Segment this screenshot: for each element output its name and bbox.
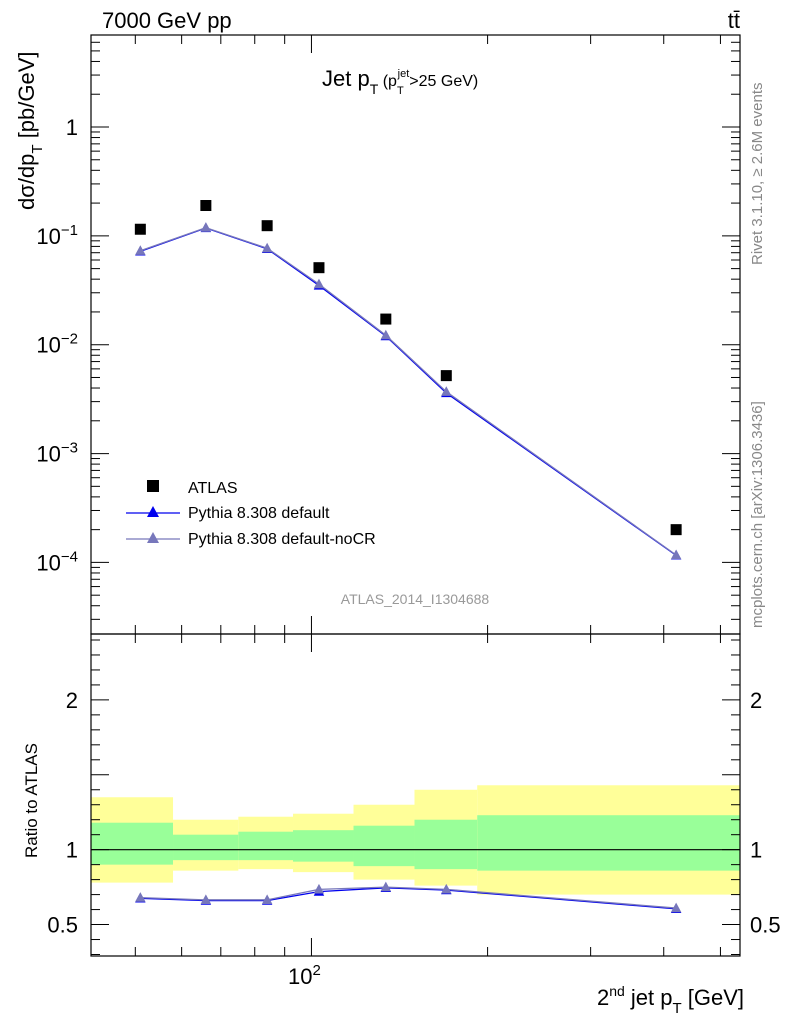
ratio-pythia-nocr-point [313, 883, 325, 894]
band-inner [414, 819, 478, 870]
ratio-pythia-nocr-point [441, 883, 452, 894]
atlas-data-point [380, 313, 392, 325]
band-inner [238, 831, 294, 861]
header-right: tt̄ [728, 8, 740, 33]
x-tick-label: 102 [288, 962, 321, 989]
band-inner [91, 822, 174, 865]
main-plot-title: Jet pT (pTjet>25 GeV) [322, 66, 478, 97]
ratio-y-tick-label-left: 1 [66, 838, 78, 863]
ratio-series [135, 881, 682, 913]
atlas-data-point [134, 223, 146, 235]
pythia-nocr-point [200, 222, 212, 232]
ratio-pythia-nocr-point [135, 892, 146, 902]
band-inner [173, 834, 239, 861]
main-y-axis-label: dσ/dpT [pb/GeV] [14, 51, 46, 210]
main-y-tick-label: 10−2 [36, 331, 78, 358]
header-left: 7000 GeV pp [102, 8, 232, 33]
legend-marker-pythia-default [147, 506, 159, 517]
legend: ATLAS Pythia 8.308 default Pythia 8.308 … [126, 480, 376, 548]
main-series [134, 200, 682, 560]
x-tick-labels: 102 [288, 962, 321, 989]
pythia-nocr-point [313, 278, 325, 289]
ratio-bands [91, 785, 740, 895]
ratio-y-tick-label-right: 0.5 [750, 913, 781, 938]
atlas-data-point [261, 220, 273, 232]
ratio-pythia-nocr-point [670, 902, 682, 913]
ratio-y-axis-label: Ratio to ATLAS [22, 743, 41, 858]
x-axis-label: 2nd jet pT [GeV] [597, 983, 744, 1017]
ratio-y-tick-label-right: 2 [750, 688, 762, 713]
band-inner [293, 830, 354, 862]
atlas-data-point [200, 200, 212, 212]
band-inner [353, 825, 415, 867]
pythia-nocr-point [670, 549, 682, 560]
mcplots-credit-note: mcplots.cern.ch [arXiv:1306.3436] [749, 401, 766, 628]
ratio-y-tick-label-right: 1 [750, 838, 762, 863]
ratio-pythia-nocr-point [200, 894, 212, 904]
legend-marker-pythia-nocr [147, 532, 159, 543]
main-y-tick-label: 10−3 [36, 440, 78, 467]
band-inner [477, 815, 740, 871]
atlas-data-point [313, 262, 325, 274]
ratio-pythia-nocr-point [261, 894, 273, 904]
pythia-nocr-point [261, 242, 273, 253]
rivet-version-note: Rivet 3.1.10, ≥ 2.6M events [749, 83, 766, 266]
main-y-tick-label: 10−4 [36, 548, 78, 575]
ratio-plot-frame [90, 633, 741, 957]
ratio-y-tick-label-left: 2 [66, 688, 78, 713]
legend-marker-atlas [147, 480, 159, 492]
pythia-nocr-point [380, 329, 392, 340]
pythia-nocr-point [135, 245, 146, 255]
legend-label-pythia-nocr: Pythia 8.308 default-noCR [188, 531, 376, 548]
legend-label-pythia-default: Pythia 8.308 default [188, 505, 330, 522]
ratio-pythia-nocr-point [380, 881, 392, 892]
ratio-y-tick-label-left: 0.5 [47, 913, 78, 938]
main-y-tick-label: 1 [66, 115, 78, 140]
main-y-tick-label: 10−1 [36, 222, 78, 249]
analysis-watermark: ATLAS_2014_I1304688 [341, 591, 490, 607]
atlas-data-point [440, 370, 452, 382]
atlas-data-point [670, 524, 682, 536]
pythia-nocr-point [441, 386, 452, 396]
y-tick-labels: 10−4 10−3 10−2 10−1 1 0.5 0.5 1 1 2 2 [36, 115, 780, 938]
legend-label-atlas: ATLAS [188, 480, 238, 497]
